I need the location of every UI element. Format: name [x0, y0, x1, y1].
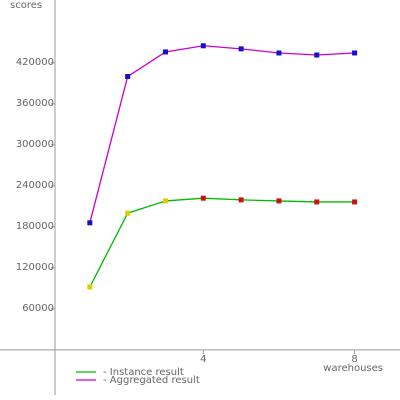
point-marker: [87, 220, 93, 226]
y-tick-label: 420000: [16, 57, 54, 68]
legend-label: - Aggregated result: [103, 375, 200, 386]
y-tick-label: 360000: [16, 98, 54, 109]
point-marker: [125, 74, 131, 80]
point-marker: [162, 198, 168, 204]
point-marker: [314, 52, 320, 58]
point-marker: [125, 210, 131, 216]
point-marker: [276, 198, 282, 204]
y-tick-label: 300000: [16, 139, 54, 150]
point-marker: [276, 50, 282, 56]
legend-label: - Instance result: [103, 367, 184, 378]
point-marker: [238, 197, 244, 203]
y-axis-label: scores: [10, 0, 42, 11]
y-tick-label: 60000: [22, 303, 54, 314]
point-marker: [238, 46, 244, 52]
y-tick-label: 180000: [16, 221, 54, 232]
x-axis-label: warehouses: [323, 363, 383, 374]
point-marker: [200, 43, 206, 49]
point-marker: [352, 199, 358, 205]
point-marker: [314, 199, 320, 205]
point-marker: [200, 195, 206, 201]
series-line: [89, 45, 355, 223]
point-marker: [87, 284, 93, 290]
x-tick-label: 4: [200, 354, 206, 365]
series-line: [89, 197, 355, 288]
y-tick-label: 240000: [16, 180, 54, 191]
x-tick-label: 8: [351, 354, 357, 365]
point-marker: [162, 49, 168, 55]
y-tick-label: 120000: [16, 262, 54, 273]
point-marker: [352, 50, 358, 56]
